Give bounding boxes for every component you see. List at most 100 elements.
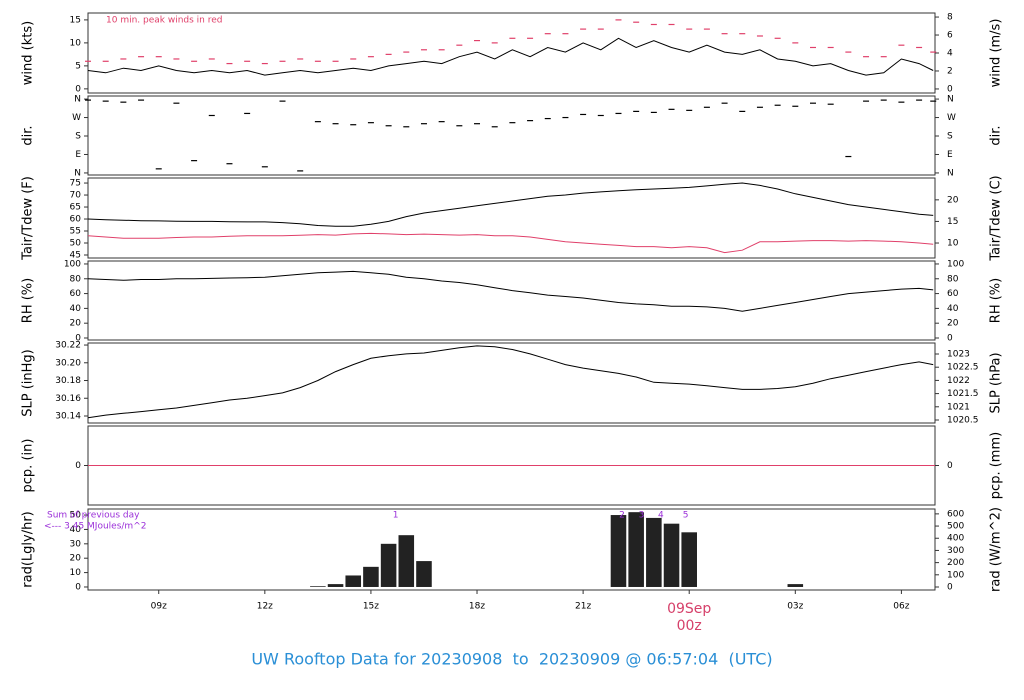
y-tick-label: S	[75, 132, 81, 142]
bar	[681, 532, 697, 587]
y2-tick-label: N	[947, 168, 954, 178]
y-tick-label: 10	[70, 568, 82, 578]
x-tick-label: 09z	[151, 602, 167, 612]
bar	[663, 523, 680, 587]
series-line	[87, 182, 934, 227]
y2-tick-label: 2	[947, 66, 953, 76]
y-tick-label: 0	[75, 334, 81, 344]
y-tick-label: 30.16	[55, 394, 81, 404]
y-tick-label: 60	[70, 289, 82, 299]
y2-axis-label: Tair/Tdew (C)	[989, 175, 1004, 261]
y2-tick-label: 1020.5	[947, 415, 979, 425]
y2-tick-label: E	[947, 150, 953, 160]
sum-note: Sum of previous day	[47, 511, 140, 521]
y2-tick-label: S	[947, 132, 953, 142]
chart-title: UW Rooftop Data for 20230908 to 20230909…	[251, 650, 772, 669]
series-line	[87, 37, 934, 76]
y-tick-label: 0	[75, 84, 81, 94]
panel-frame	[87, 508, 936, 591]
y2-tick-label: 200	[947, 558, 964, 568]
y-tick-label: 45	[70, 251, 81, 261]
y-tick-label: 70	[70, 191, 82, 201]
y-tick-label: 30.18	[55, 376, 81, 386]
y2-tick-label: 1022	[947, 376, 970, 386]
y-tick-label: 30	[70, 539, 82, 549]
y-tick-label: 60	[70, 215, 82, 225]
y-tick-label: 80	[70, 274, 82, 284]
y2-axis-label: dir.	[989, 125, 1004, 145]
hour-mark: 3	[639, 511, 645, 521]
x-tick-label: 03z	[787, 602, 803, 612]
y2-tick-label: 300	[947, 546, 964, 556]
hour-mark: 2	[619, 511, 625, 521]
y-axis-label: pcp. (in)	[21, 439, 36, 493]
y-axis-label: SLP (inHg)	[21, 349, 36, 417]
bar	[787, 584, 804, 587]
y2-axis-label: RH (%)	[989, 278, 1004, 323]
y2-tick-label: 500	[947, 522, 964, 532]
bar	[327, 584, 344, 587]
y2-tick-label: 600	[947, 509, 964, 519]
y-tick-label: 0	[75, 461, 81, 471]
y-tick-label: 65	[70, 203, 81, 213]
y-tick-label: 10	[70, 38, 82, 48]
hour-mark: 5	[683, 511, 689, 521]
y2-tick-label: 0	[947, 582, 953, 592]
x-tick-label: 18z	[469, 602, 485, 612]
panel-frame	[87, 177, 936, 259]
y-axis-label: RH (%)	[21, 278, 36, 323]
series-line	[87, 345, 934, 419]
series-line	[87, 232, 934, 254]
y-tick-label: 15	[70, 15, 81, 25]
y-axis-label: rad(Lgly/hr)	[21, 511, 36, 587]
bar	[310, 586, 326, 587]
note: 10 min. peak winds in red	[106, 16, 223, 26]
y2-tick-label: 1023	[947, 350, 970, 360]
sum-note: <--- 3.45 MJoules/m^2	[44, 522, 146, 532]
x-tick-label: 06z	[893, 602, 909, 612]
panel-frame	[87, 95, 936, 176]
date-label: 09Sep	[667, 601, 711, 617]
x-tick-label: 12z	[257, 602, 273, 612]
y-tick-label: E	[75, 150, 81, 160]
y2-tick-label: N	[947, 95, 954, 105]
y2-tick-label: 6	[947, 31, 953, 41]
hour-mark: 4	[658, 511, 664, 521]
y-tick-label: 30.22	[55, 341, 81, 351]
x-tick-label: 00z	[677, 618, 702, 634]
bar	[416, 561, 432, 587]
y2-tick-label: 1021.5	[947, 389, 979, 399]
y-tick-label: 75	[70, 179, 81, 189]
y-tick-label: 55	[70, 227, 81, 237]
bar	[610, 515, 627, 587]
y2-tick-label: 15	[947, 217, 958, 227]
y-tick-label: W	[72, 113, 81, 123]
bar	[628, 512, 644, 587]
y-tick-label: 5	[75, 61, 81, 71]
y2-tick-label: 20	[947, 195, 959, 205]
y2-tick-label: 1021	[947, 402, 970, 412]
y2-tick-label: 0	[947, 84, 953, 94]
y2-tick-label: 4	[947, 49, 953, 59]
y2-tick-label: 20	[947, 319, 959, 329]
y-tick-label: 40	[70, 304, 82, 314]
y-tick-label: N	[74, 168, 81, 178]
y2-tick-label: 60	[947, 289, 959, 299]
x-tick-label: 15z	[363, 602, 379, 612]
bar	[345, 575, 362, 587]
y-tick-label: 40	[70, 525, 82, 535]
series-line	[87, 270, 934, 312]
hour-mark: 1	[393, 511, 399, 521]
panel-frame	[87, 342, 936, 424]
y2-tick-label: 0	[947, 461, 953, 471]
y2-axis-label: pcp. (mm)	[989, 432, 1004, 499]
y2-tick-label: 100	[947, 259, 964, 269]
y2-tick-label: 40	[947, 304, 959, 314]
y-axis-label: wind (kts)	[21, 21, 36, 85]
y-tick-label: 30.20	[55, 358, 81, 368]
y-tick-label: 50	[70, 511, 82, 521]
y2-axis-label: wind (m/s)	[989, 19, 1004, 88]
y2-tick-label: 400	[947, 534, 964, 544]
y2-tick-label: W	[947, 113, 956, 123]
